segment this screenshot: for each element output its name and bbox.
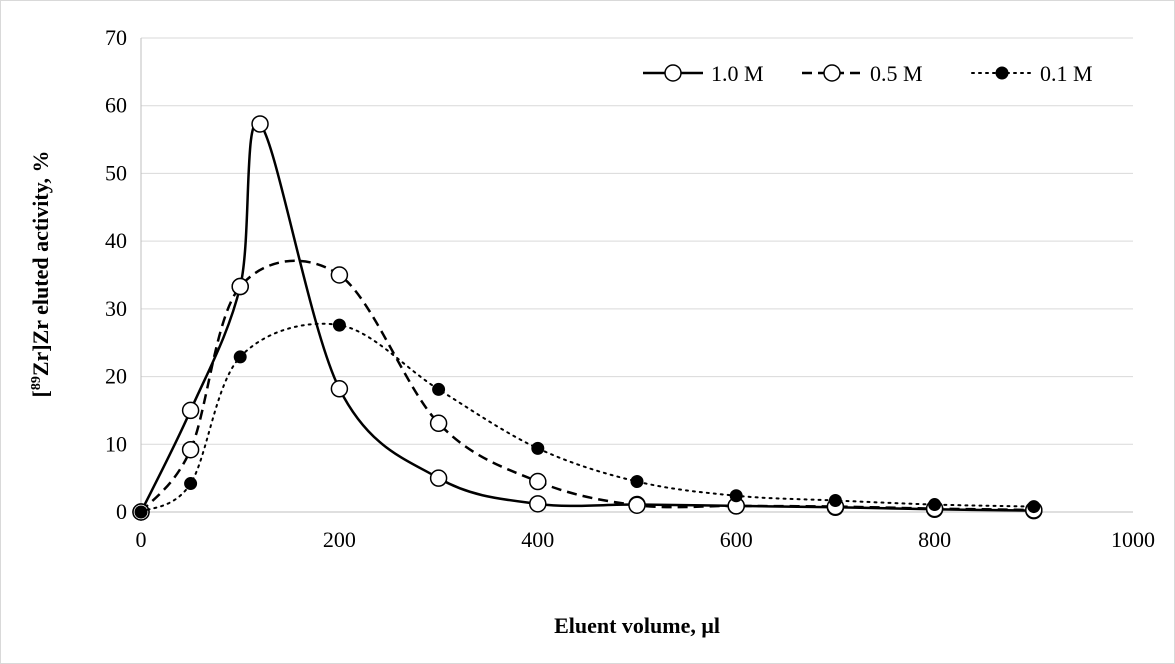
series-line	[140, 259, 1034, 513]
y-axis-title: [89Zr]Zr eluted activity, %	[28, 151, 53, 398]
series-1-0M	[132, 115, 1043, 521]
data-point	[134, 505, 148, 519]
data-point	[332, 318, 346, 332]
series-line	[140, 322, 1035, 513]
x-tick-label: 400	[521, 527, 554, 552]
data-point	[330, 266, 349, 284]
series-0-1M	[134, 318, 1041, 519]
y-axis-title-superscript: 89	[29, 376, 44, 390]
data-point	[330, 380, 349, 398]
data-point	[531, 441, 545, 455]
y-tick-label: 40	[105, 228, 127, 253]
series-layer	[132, 115, 1043, 521]
data-point	[233, 350, 247, 364]
data-point	[729, 489, 743, 503]
legend: 1.0 M 0.5 M 0.1 M	[643, 61, 1093, 86]
y-tick-labels: 0 10 20 30 40 50 60 70	[105, 25, 127, 524]
x-tick-label: 1000	[1111, 527, 1155, 552]
data-point	[429, 469, 448, 487]
data-point	[630, 475, 644, 489]
legend-marker	[995, 66, 1009, 80]
data-point	[181, 401, 200, 420]
data-point	[1027, 500, 1041, 514]
x-tick-labels: 0 200 400 600 800 1000	[136, 527, 1156, 552]
x-tick-label: 600	[720, 527, 753, 552]
y-tick-label: 60	[105, 93, 127, 118]
y-tick-label: 50	[105, 160, 127, 185]
y-tick-label: 10	[105, 431, 127, 456]
legend-item: 0.1 M	[971, 61, 1093, 86]
gridlines	[141, 37, 1133, 445]
data-point	[251, 115, 269, 133]
data-point	[928, 498, 942, 512]
y-tick-label: 20	[105, 364, 127, 389]
x-axis-title: Eluent volume, μl	[554, 613, 720, 638]
data-point	[529, 472, 547, 491]
y-axis-title-part: Zr]Zr eluted activity, %	[28, 151, 53, 377]
y-tick-label: 70	[105, 25, 127, 50]
data-point	[828, 493, 842, 507]
y-tick-label: 0	[116, 499, 127, 524]
data-point	[181, 440, 200, 459]
x-tick-label: 0	[136, 527, 147, 552]
legend-marker	[664, 64, 682, 82]
data-point	[231, 277, 249, 296]
series-0-5M	[132, 259, 1043, 521]
legend-item: 1.0 M	[643, 61, 764, 86]
legend-marker	[823, 64, 841, 82]
legend-label: 0.5 M	[870, 61, 923, 86]
x-tick-label: 800	[918, 527, 951, 552]
x-tick-label: 200	[323, 527, 356, 552]
axes	[140, 38, 1133, 513]
legend-label: 0.1 M	[1040, 61, 1093, 86]
legend-item: 0.5 M	[802, 61, 923, 86]
data-point	[184, 477, 198, 491]
y-axis-title-part: [	[28, 390, 53, 397]
legend-label: 1.0 M	[711, 61, 764, 86]
data-point	[429, 414, 448, 433]
data-point	[529, 495, 547, 513]
y-tick-label: 30	[105, 296, 127, 321]
data-point	[432, 382, 446, 396]
data-point	[628, 496, 646, 514]
series-line	[139, 121, 1034, 513]
